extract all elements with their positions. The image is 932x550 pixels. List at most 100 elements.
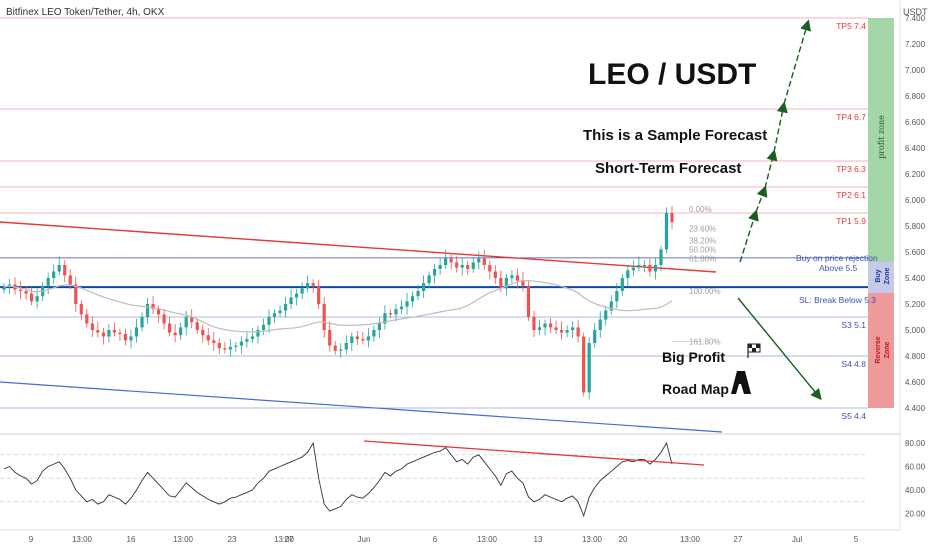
candle-71[interactable] [394, 309, 398, 315]
candle-112[interactable] [620, 278, 624, 291]
candle-115[interactable] [637, 265, 641, 268]
candle-16[interactable] [90, 323, 94, 331]
candle-98[interactable] [543, 323, 547, 328]
candle-54[interactable] [300, 288, 304, 294]
candle-120[interactable] [664, 213, 669, 250]
candle-100[interactable] [554, 327, 558, 330]
candle-62[interactable] [344, 343, 348, 350]
candle-101[interactable] [559, 330, 564, 333]
candle-119[interactable] [659, 249, 663, 265]
candle-36[interactable] [201, 330, 205, 336]
candle-78[interactable] [433, 268, 437, 276]
rsi-line[interactable] [3, 441, 673, 518]
candle-63[interactable] [350, 336, 354, 344]
candle-34[interactable] [190, 317, 194, 323]
candle-104[interactable] [576, 327, 580, 337]
candle-19[interactable] [107, 330, 111, 337]
candle-92[interactable] [510, 275, 514, 278]
candle-57[interactable] [317, 285, 321, 304]
candle-97[interactable] [537, 327, 542, 330]
candle-80[interactable] [444, 258, 448, 266]
candle-65[interactable] [361, 339, 365, 341]
candle-15[interactable] [85, 314, 89, 324]
candle-14[interactable] [79, 304, 83, 315]
candle-51[interactable] [283, 304, 288, 311]
candle-47[interactable] [261, 324, 266, 330]
candle-3[interactable] [18, 289, 23, 291]
candle-52[interactable] [289, 297, 293, 305]
candle-20[interactable] [112, 330, 117, 333]
candle-17[interactable] [96, 330, 100, 333]
candle-87[interactable] [482, 258, 486, 266]
candle-74[interactable] [410, 296, 415, 302]
candle-93[interactable] [515, 275, 520, 281]
candle-11[interactable] [63, 265, 67, 276]
candle-99[interactable] [548, 323, 553, 328]
candle-103[interactable] [571, 327, 575, 330]
candle-114[interactable] [631, 267, 635, 271]
candle-109[interactable] [604, 310, 608, 320]
candle-117[interactable] [648, 265, 652, 272]
candle-56[interactable] [311, 283, 315, 286]
candle-9[interactable] [52, 271, 56, 279]
candle-41[interactable] [228, 346, 232, 350]
price-axis[interactable]: 7.400 7.200 7.000 6.800 6.600 6.400 6.200 6.000… [899, 0, 926, 530]
candle-83[interactable] [460, 265, 464, 268]
rsi-panel[interactable]: 80.00 60.00 40.00 20.00 [0, 433, 926, 519]
candle-118[interactable] [653, 265, 658, 272]
candle-88[interactable] [488, 265, 492, 272]
candle-108[interactable] [598, 319, 602, 330]
candle-21[interactable] [118, 332, 122, 334]
candle-31[interactable] [173, 332, 177, 336]
candle-44[interactable] [245, 339, 249, 342]
candle-42[interactable] [234, 345, 238, 347]
candle-90[interactable] [499, 278, 503, 289]
candle-73[interactable] [405, 301, 409, 307]
candle-79[interactable] [438, 265, 442, 269]
candle-86[interactable] [477, 258, 481, 263]
candle-23[interactable] [129, 336, 133, 341]
candle-113[interactable] [626, 270, 630, 278]
candle-76[interactable] [421, 283, 426, 291]
candle-48[interactable] [267, 317, 271, 325]
candle-95[interactable] [526, 285, 531, 317]
candle-5[interactable] [30, 293, 34, 302]
candle-107[interactable] [593, 330, 597, 343]
candle-37[interactable] [206, 335, 210, 341]
candle-55[interactable] [306, 283, 310, 289]
candle-25[interactable] [140, 317, 144, 328]
candle-75[interactable] [416, 291, 420, 297]
candle-0[interactable] [2, 287, 6, 290]
candle-110[interactable] [609, 301, 613, 311]
candle-105[interactable] [582, 336, 586, 393]
candle-18[interactable] [101, 332, 105, 337]
candle-26[interactable] [145, 304, 150, 317]
candle-27[interactable] [151, 304, 155, 310]
candle-39[interactable] [217, 343, 221, 349]
candle-64[interactable] [355, 336, 359, 340]
candle-53[interactable] [294, 293, 299, 298]
candle-45[interactable] [250, 336, 255, 340]
candle-61[interactable] [339, 349, 343, 351]
candle-94[interactable] [521, 280, 525, 286]
candle-12[interactable] [68, 275, 72, 285]
candle-24[interactable] [134, 327, 139, 337]
candle-96[interactable] [532, 317, 536, 330]
candle-84[interactable] [466, 265, 470, 269]
candle-32[interactable] [179, 327, 183, 336]
candle-4[interactable] [24, 291, 28, 294]
candle-50[interactable] [278, 310, 282, 314]
candle-10[interactable] [57, 265, 61, 272]
candle-69[interactable] [383, 313, 387, 324]
candle-68[interactable] [377, 323, 382, 331]
candle-8[interactable] [46, 278, 50, 286]
candle-layer[interactable] [2, 205, 674, 400]
candle-106[interactable] [587, 343, 591, 393]
candle-59[interactable] [328, 330, 332, 346]
candle-33[interactable] [184, 317, 188, 328]
candle-40[interactable] [223, 348, 227, 350]
candle-28[interactable] [156, 309, 161, 315]
candle-46[interactable] [256, 330, 260, 337]
